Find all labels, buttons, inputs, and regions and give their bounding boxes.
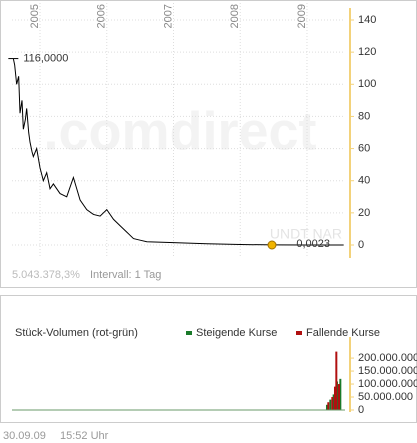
volume-bar (333, 386, 336, 410)
last-label: 0,0023 (296, 238, 330, 250)
x-tick-label: 2005 (29, 4, 41, 28)
y-tick-label: 50.000.000 (358, 391, 413, 403)
volume-bar (325, 404, 328, 410)
y-tick-label: 80 (358, 110, 370, 122)
legend-label: Fallende Kurse (306, 327, 380, 339)
price-line (12, 58, 344, 246)
volume-bar (339, 378, 342, 410)
y-tick-label: 0 (358, 239, 364, 251)
max-label: 116,0000 (23, 52, 68, 64)
performance: 5.043.378,3% (12, 269, 80, 281)
y-tick-label: 100.000.000 (358, 378, 417, 390)
x-tick-label: 2008 (229, 4, 241, 28)
y-tick-label: 60 (358, 142, 370, 154)
instrument: UNDT NAR (270, 226, 342, 242)
legend-label: Steigende Kurse (196, 327, 277, 339)
volume-bar (329, 399, 332, 410)
y-tick-label: 150.000.000 (358, 365, 417, 377)
volume-bar (337, 384, 340, 410)
volume-bar (327, 402, 330, 410)
footer-date: 30.09.09 (3, 430, 46, 442)
y-tick-label: 140 (358, 14, 376, 26)
y-tick-label: 0 (358, 404, 364, 416)
x-tick-label: 2007 (162, 4, 174, 28)
last-marker (267, 240, 277, 250)
volume-bar (331, 397, 334, 410)
x-tick-label: 2006 (96, 4, 108, 28)
watermark: .comdirect (43, 101, 316, 161)
volume-panel (0, 295, 417, 423)
legend-swatch (186, 331, 192, 335)
footer-time: 15:52 Uhr (60, 430, 109, 442)
y-tick-label: 200.000.000 (358, 352, 417, 364)
volume-bar (335, 351, 338, 410)
y-tick-label: 20 (358, 207, 370, 219)
y-tick-label: 100 (358, 78, 376, 90)
volume-title: Stück-Volumen (rot-grün) (15, 327, 138, 339)
y-tick-label: 120 (358, 46, 376, 58)
x-tick-label: 2009 (296, 4, 308, 28)
legend-swatch (296, 331, 302, 335)
interval: Intervall: 1 Tag (90, 269, 161, 281)
price-panel (0, 0, 417, 288)
y-tick-label: 40 (358, 175, 370, 187)
volume-bar (332, 394, 335, 410)
